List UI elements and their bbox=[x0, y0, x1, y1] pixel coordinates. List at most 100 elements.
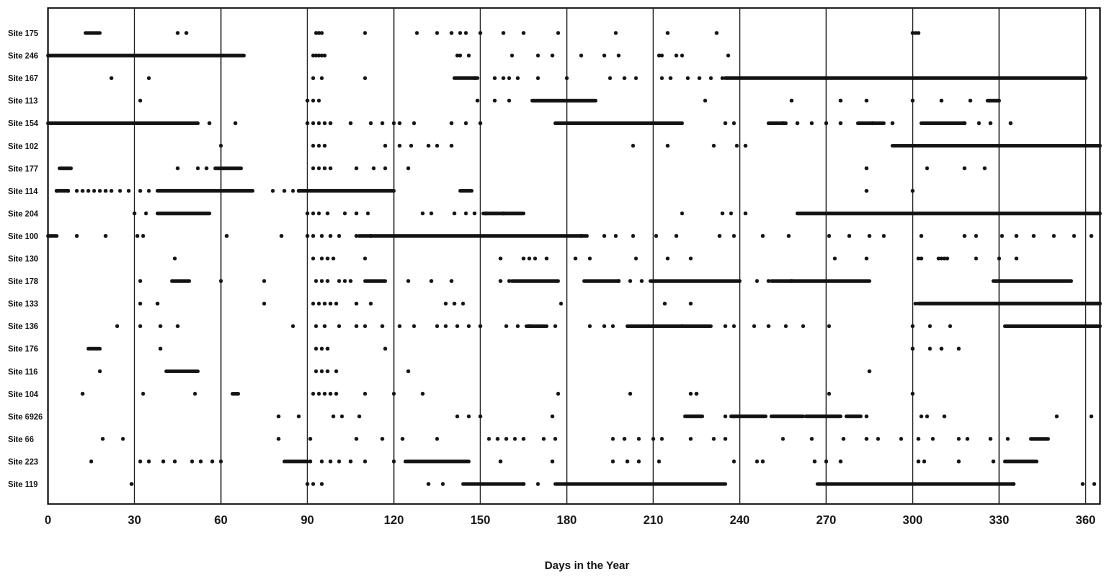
point-12-8 bbox=[354, 301, 359, 306]
point-7-1 bbox=[66, 188, 71, 193]
point-3-5 bbox=[492, 98, 497, 103]
point-1-3 bbox=[319, 53, 324, 58]
point-2-1 bbox=[146, 76, 151, 80]
point-16-12 bbox=[628, 391, 633, 396]
point-6-2 bbox=[204, 166, 209, 171]
point-9-34 bbox=[1072, 234, 1076, 238]
point-13-25 bbox=[680, 324, 684, 329]
point-19-11 bbox=[328, 459, 333, 464]
point-5-0 bbox=[219, 143, 223, 148]
x-tick-label-360: 360 bbox=[1076, 513, 1096, 527]
point-1-6 bbox=[458, 53, 463, 58]
point-10-2 bbox=[319, 256, 324, 261]
point-19-13 bbox=[348, 459, 353, 464]
point-7-2 bbox=[74, 188, 79, 193]
point-2-20 bbox=[720, 76, 725, 80]
site-label-2: Site 167 bbox=[8, 74, 39, 83]
point-13-30 bbox=[783, 324, 788, 329]
site-label-10: Site 130 bbox=[8, 255, 39, 264]
point-5-1 bbox=[311, 143, 316, 148]
point-6-14 bbox=[982, 166, 987, 171]
point-0-1 bbox=[184, 31, 189, 35]
point-0-13 bbox=[521, 31, 526, 35]
point-11-8 bbox=[348, 279, 353, 283]
point-15-3 bbox=[325, 369, 330, 374]
point-9-1 bbox=[103, 234, 108, 238]
point-9-30 bbox=[1000, 234, 1004, 238]
point-20-5 bbox=[440, 482, 445, 486]
point-18-29 bbox=[916, 437, 921, 441]
point-2-12 bbox=[608, 76, 612, 80]
point-18-32 bbox=[965, 437, 970, 441]
point-9-5 bbox=[279, 234, 284, 238]
point-13-21 bbox=[553, 324, 558, 329]
point-18-12 bbox=[521, 437, 526, 441]
point-8-11 bbox=[452, 211, 457, 216]
point-14-6 bbox=[928, 346, 932, 351]
site-label-12: Site 133 bbox=[8, 300, 39, 309]
point-7-7 bbox=[103, 188, 108, 193]
x-tick-label-180: 180 bbox=[557, 513, 577, 527]
point-9-12 bbox=[368, 234, 373, 238]
point-8-10 bbox=[429, 211, 434, 216]
point-11-12 bbox=[498, 279, 503, 283]
point-12-11 bbox=[452, 301, 457, 306]
point-9-2 bbox=[135, 234, 140, 238]
point-18-26 bbox=[864, 437, 869, 441]
point-17-2 bbox=[331, 414, 336, 419]
point-10-3 bbox=[325, 256, 330, 261]
point-16-1 bbox=[141, 391, 146, 396]
point-11-11 bbox=[449, 279, 454, 283]
point-14-7 bbox=[939, 346, 944, 351]
point-16-4 bbox=[317, 391, 321, 396]
point-10-1 bbox=[311, 256, 316, 261]
point-4-4 bbox=[317, 121, 321, 126]
point-2-10 bbox=[536, 76, 540, 80]
point-4-24 bbox=[890, 121, 895, 126]
point-4-8 bbox=[368, 121, 373, 126]
point-0-9 bbox=[458, 31, 463, 35]
point-1-16 bbox=[674, 53, 679, 58]
gridlines-group bbox=[133, 8, 1087, 504]
point-19-12 bbox=[337, 459, 342, 464]
point-11-3 bbox=[314, 279, 318, 283]
point-13-20 bbox=[527, 324, 532, 329]
point-14-3 bbox=[325, 346, 330, 351]
point-4-3 bbox=[311, 121, 316, 126]
point-10-18 bbox=[916, 256, 921, 261]
point-17-9 bbox=[723, 414, 728, 419]
point-8-4 bbox=[317, 211, 321, 216]
point-7-6 bbox=[97, 188, 102, 193]
point-9-24 bbox=[847, 234, 852, 238]
point-2-17 bbox=[685, 76, 690, 80]
point-8-13 bbox=[472, 211, 477, 216]
point-3-2 bbox=[311, 98, 316, 103]
point-6-4 bbox=[317, 166, 321, 171]
point-13-12 bbox=[412, 324, 416, 329]
x-tick-label-120: 120 bbox=[384, 513, 404, 527]
point-7-11 bbox=[138, 188, 143, 193]
point-13-3 bbox=[175, 324, 180, 329]
point-7-0 bbox=[54, 188, 59, 193]
point-0-6 bbox=[415, 31, 419, 35]
point-3-9 bbox=[838, 98, 843, 103]
x-tick-labels-group: 0 30 60 90 120 150 180 210 240 270 300 330 360 bbox=[45, 513, 1096, 527]
point-6-12 bbox=[925, 166, 929, 171]
point-15-0 bbox=[97, 369, 102, 374]
point-16-6 bbox=[328, 391, 333, 396]
point-18-11 bbox=[513, 437, 517, 441]
point-12-15 bbox=[688, 301, 693, 306]
point-0-8 bbox=[449, 31, 454, 35]
point-19-1 bbox=[138, 459, 143, 464]
point-0-2 bbox=[314, 31, 318, 35]
point-18-31 bbox=[956, 437, 961, 441]
point-0-15 bbox=[613, 31, 618, 35]
point-6-13 bbox=[962, 166, 967, 171]
point-19-18 bbox=[611, 459, 615, 464]
point-20-2 bbox=[311, 482, 316, 486]
point-18-27 bbox=[876, 437, 880, 441]
point-1-2 bbox=[317, 53, 321, 58]
point-18-14 bbox=[553, 437, 558, 441]
point-13-1 bbox=[138, 324, 143, 329]
point-8-15 bbox=[501, 211, 506, 216]
